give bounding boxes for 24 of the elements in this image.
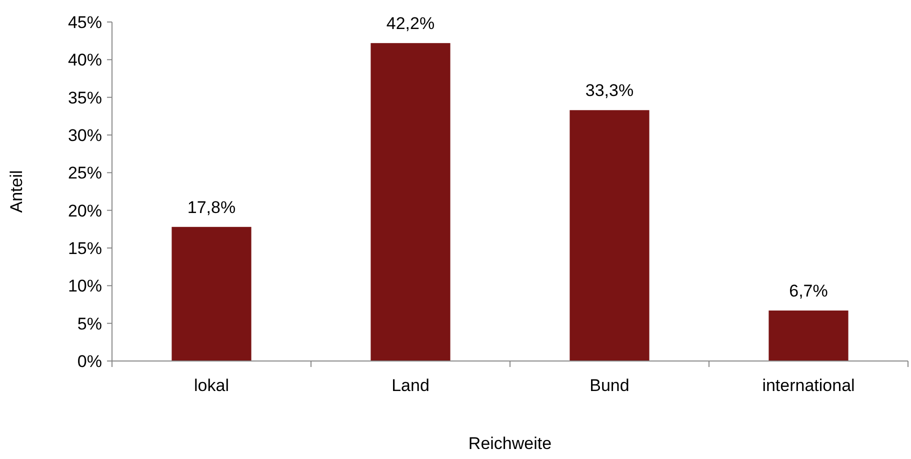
x-tick-label: Bund [590, 376, 630, 395]
y-tick-label: 25% [68, 164, 102, 183]
y-tick-label: 5% [77, 314, 102, 334]
data-label: 33,3% [585, 81, 634, 100]
y-tick-label: 10% [68, 276, 102, 296]
x-tick-label: international [762, 376, 855, 395]
y-tick-label: 35% [68, 88, 102, 108]
y-tick-label: 30% [68, 126, 102, 145]
bar [172, 226, 252, 361]
x-tick-label: lokal [194, 376, 229, 395]
bar [370, 43, 450, 361]
bar [768, 310, 848, 361]
y-tick-label: 20% [68, 201, 102, 220]
x-axis-title: Reichweite [468, 434, 552, 453]
data-label: 6,7% [789, 282, 828, 301]
x-tick-label: Land [392, 376, 430, 395]
y-axis-title: Anteil [7, 170, 26, 213]
data-label: 42,2% [386, 14, 435, 34]
y-tick-label: 40% [68, 50, 102, 70]
data-label: 17,8% [187, 198, 236, 217]
bar [570, 110, 650, 361]
y-tick-label: 15% [68, 238, 102, 258]
y-tick-label: 0% [77, 352, 102, 371]
y-tick-label: 45% [68, 12, 102, 32]
